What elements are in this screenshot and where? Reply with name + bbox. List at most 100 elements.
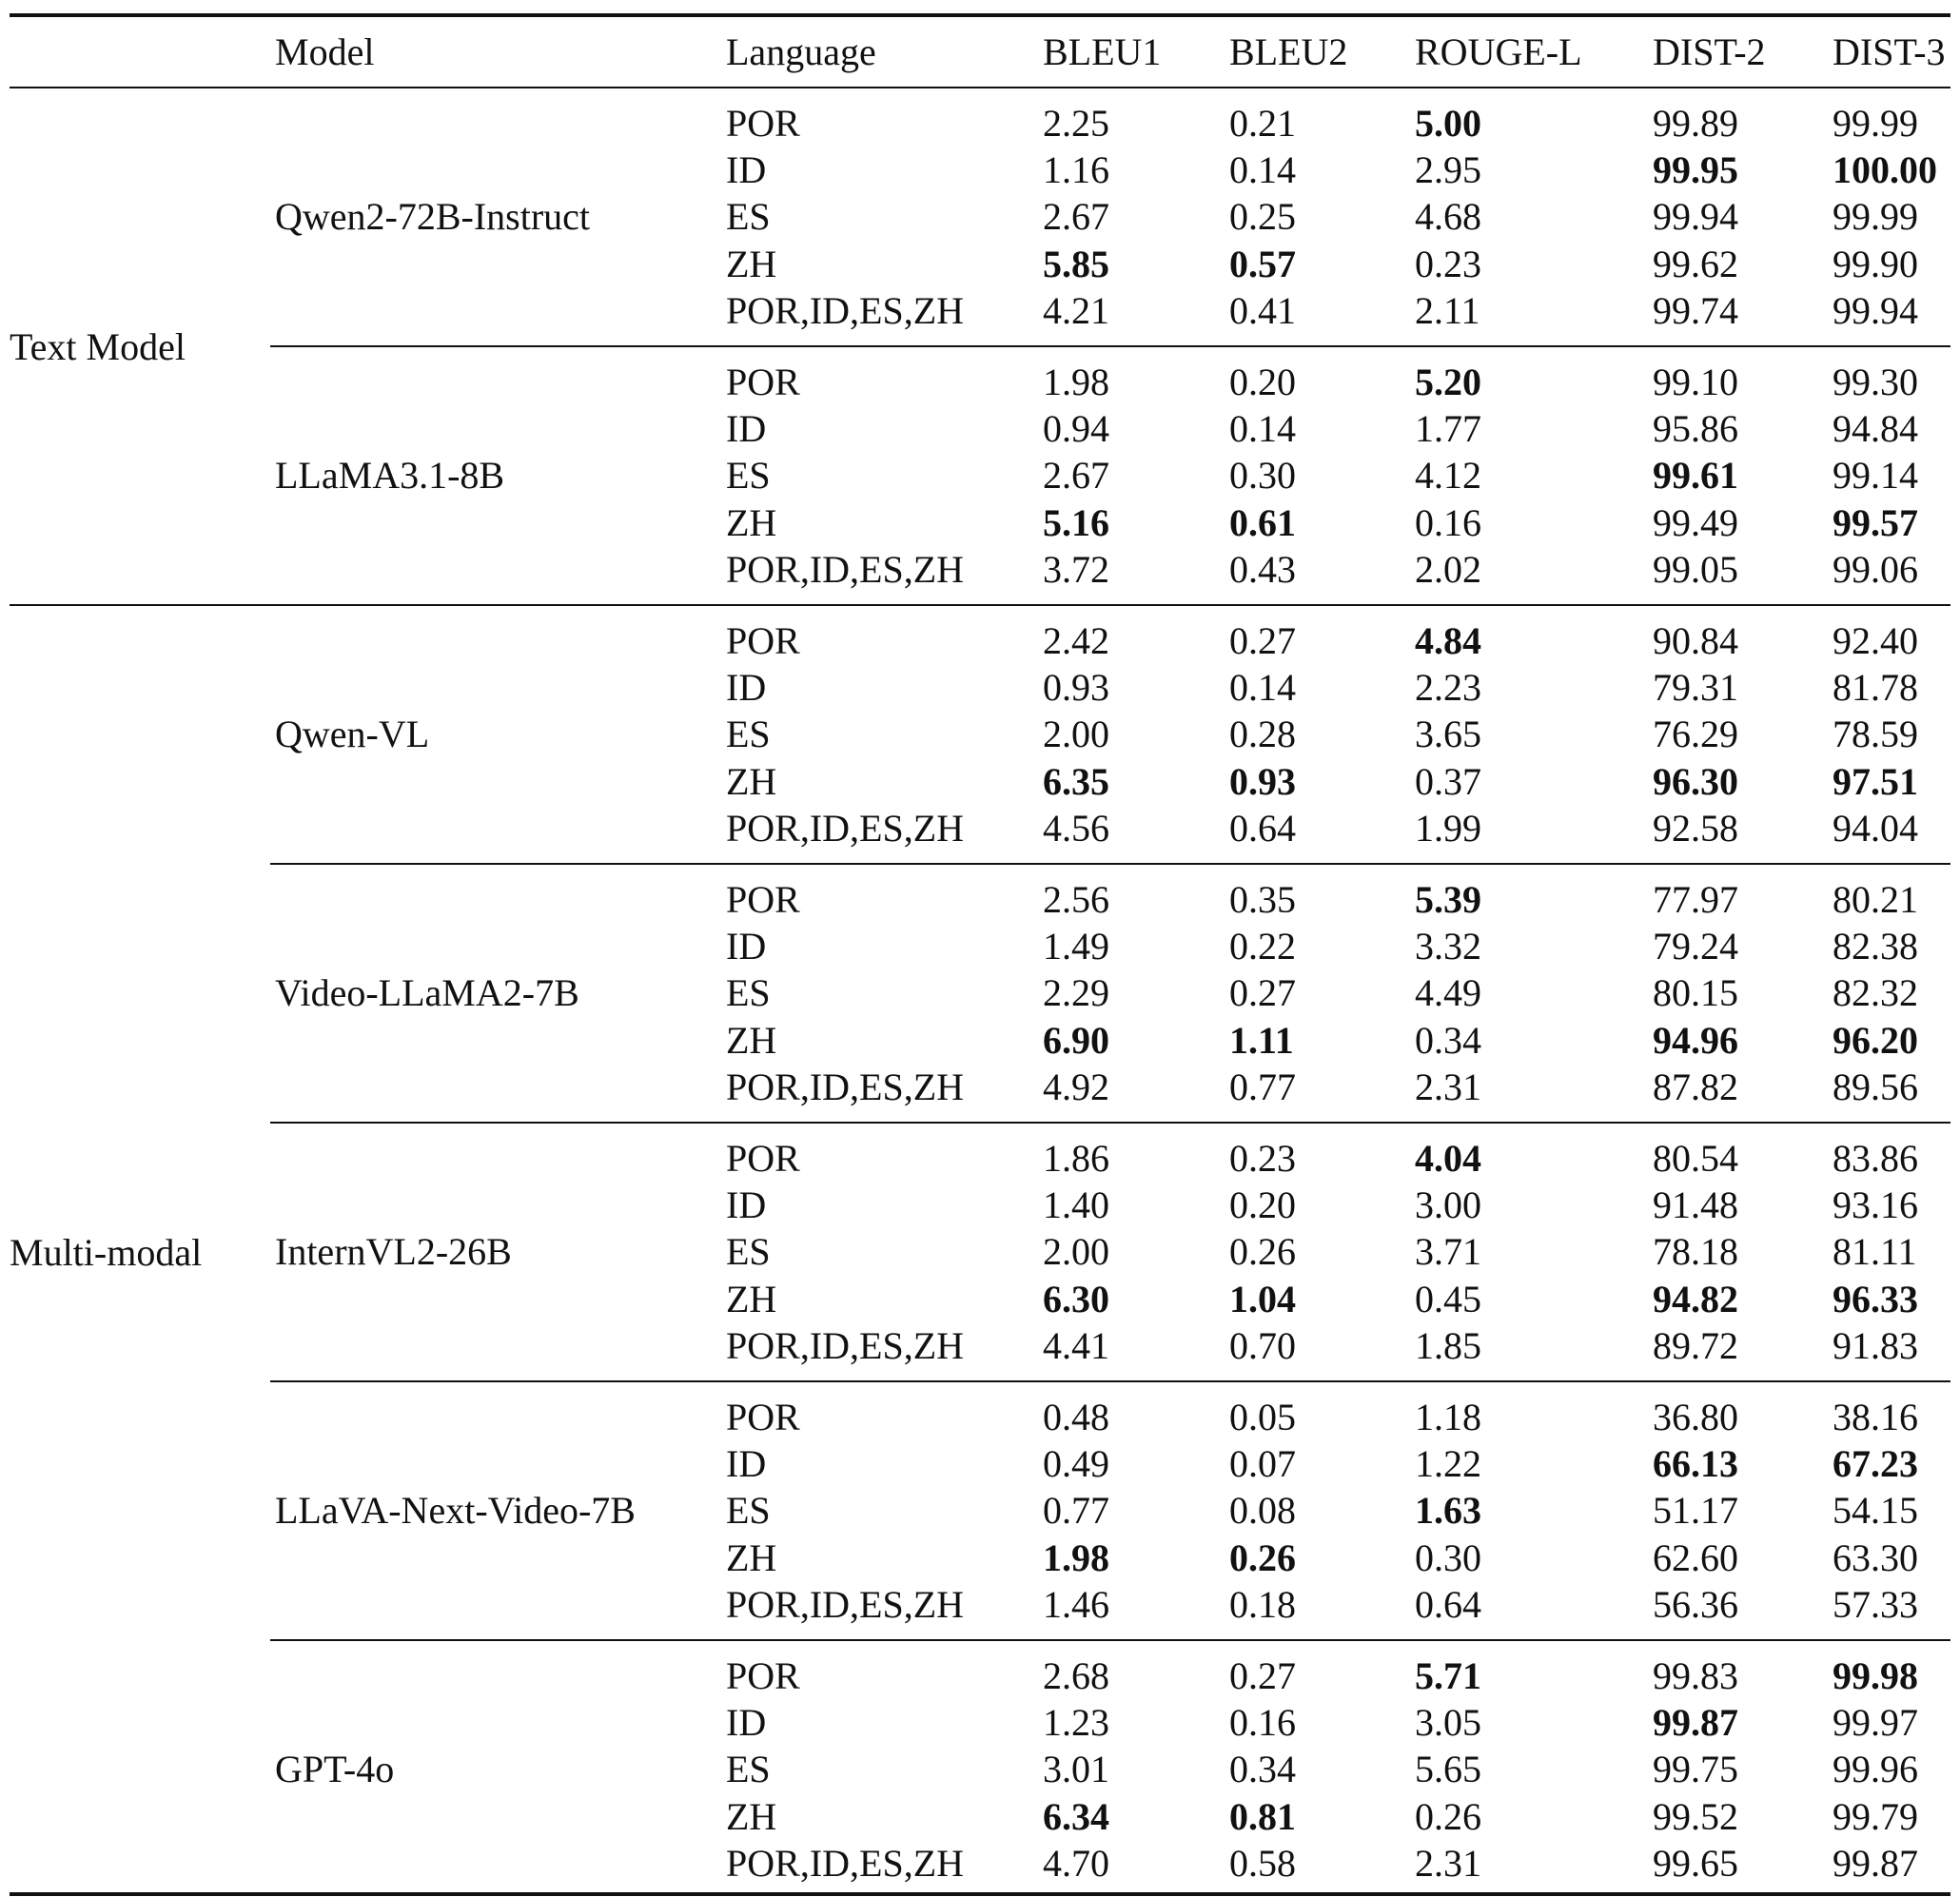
metric-cell: 54.15 [1833, 1489, 1918, 1533]
language-cell: POR,ID,ES,ZH [726, 1582, 965, 1626]
column-header: DIST-2 [1653, 30, 1766, 73]
metric-cell: 57.33 [1833, 1582, 1918, 1626]
column-header: BLEU2 [1229, 30, 1348, 73]
metric-cell: 0.27 [1229, 619, 1296, 662]
metric-cell: 36.80 [1653, 1396, 1738, 1438]
metric-cell: 2.02 [1415, 547, 1481, 591]
metric-cell: 96.33 [1833, 1277, 1918, 1320]
metric-cell: 0.14 [1229, 666, 1296, 710]
language-cell: ZH [726, 1535, 777, 1579]
metric-cell: 3.72 [1043, 547, 1109, 591]
language-cell: POR [726, 102, 800, 145]
metric-cell: 6.35 [1043, 759, 1109, 803]
metric-cell: 0.16 [1415, 500, 1481, 544]
metric-cell: 2.42 [1043, 619, 1109, 662]
metric-cell: 5.65 [1415, 1748, 1481, 1791]
metric-cell: 99.94 [1653, 195, 1738, 239]
metric-cell: 2.67 [1043, 195, 1109, 239]
metric-cell: 76.29 [1653, 713, 1738, 756]
header-rule [10, 87, 1950, 88]
language-cell: POR [726, 878, 800, 921]
metric-cell: 99.05 [1653, 547, 1738, 591]
metric-cell: 2.29 [1043, 971, 1109, 1015]
model-separator-rule [270, 1639, 1950, 1641]
metric-cell: 0.64 [1229, 806, 1296, 850]
language-cell: POR,ID,ES,ZH [726, 1323, 965, 1367]
language-cell: ID [726, 1701, 767, 1745]
metric-cell: 91.83 [1833, 1323, 1918, 1367]
model-name: LLaVA-Next-Video-7B [275, 1489, 636, 1533]
metric-cell: 4.84 [1415, 619, 1481, 662]
metric-cell: 6.30 [1043, 1277, 1109, 1320]
metric-cell: 4.04 [1415, 1137, 1481, 1180]
metric-cell: 0.05 [1229, 1396, 1296, 1438]
language-cell: POR [726, 1137, 800, 1180]
metric-cell: 5.85 [1043, 242, 1109, 285]
language-cell: ID [726, 666, 767, 710]
metric-cell: 0.14 [1229, 148, 1296, 192]
metric-cell: 99.61 [1653, 454, 1738, 498]
metric-cell: 99.97 [1833, 1701, 1918, 1745]
language-cell: POR,ID,ES,ZH [726, 1841, 965, 1885]
metric-cell: 0.20 [1229, 361, 1296, 403]
language-cell: ES [726, 1230, 771, 1274]
metric-cell: 0.23 [1229, 1137, 1296, 1180]
metric-cell: 99.30 [1833, 361, 1918, 403]
metric-cell: 1.16 [1043, 148, 1109, 192]
language-cell: ID [726, 925, 767, 968]
metric-cell: 1.99 [1415, 806, 1481, 850]
metric-cell: 80.15 [1653, 971, 1738, 1015]
metric-cell: 38.16 [1833, 1396, 1918, 1438]
metric-cell: 0.28 [1229, 713, 1296, 756]
metric-cell: 77.97 [1653, 878, 1738, 921]
language-cell: ID [726, 407, 767, 451]
metric-cell: 0.07 [1229, 1442, 1296, 1486]
metric-cell: 0.94 [1043, 407, 1109, 451]
metric-cell: 0.34 [1229, 1748, 1296, 1791]
metric-cell: 2.68 [1043, 1654, 1109, 1697]
metric-cell: 0.14 [1229, 407, 1296, 451]
model-name: LLaMA3.1-8B [275, 454, 505, 498]
model-name: Qwen-VL [275, 713, 430, 756]
metric-cell: 1.22 [1415, 1442, 1481, 1486]
language-cell: POR,ID,ES,ZH [726, 288, 965, 332]
language-cell: ZH [726, 759, 777, 803]
metric-cell: 2.67 [1043, 454, 1109, 498]
metric-cell: 100.00 [1833, 148, 1937, 192]
metric-cell: 62.60 [1653, 1535, 1738, 1579]
metric-cell: 0.18 [1229, 1582, 1296, 1626]
metric-cell: 99.96 [1833, 1748, 1918, 1791]
metric-cell: 0.58 [1229, 1841, 1296, 1885]
metric-cell: 5.00 [1415, 102, 1481, 145]
language-cell: POR [726, 1396, 800, 1438]
metric-cell: 0.35 [1229, 878, 1296, 921]
metric-cell: 81.78 [1833, 666, 1918, 710]
metric-cell: 94.04 [1833, 806, 1918, 850]
model-name: Video-LLaMA2-7B [275, 971, 579, 1015]
metric-cell: 82.32 [1833, 971, 1918, 1015]
metric-cell: 92.40 [1833, 619, 1918, 662]
language-cell: ID [726, 148, 767, 192]
language-cell: POR [726, 1654, 800, 1697]
metric-cell: 99.79 [1833, 1794, 1918, 1838]
metric-cell: 99.89 [1653, 102, 1738, 145]
language-cell: ZH [726, 1794, 777, 1838]
metric-cell: 2.11 [1415, 288, 1480, 332]
metric-cell: 83.86 [1833, 1137, 1918, 1180]
metric-cell: 0.16 [1229, 1701, 1296, 1745]
metric-cell: 5.71 [1415, 1654, 1481, 1697]
metric-cell: 99.06 [1833, 547, 1918, 591]
metric-cell: 0.49 [1043, 1442, 1109, 1486]
metric-cell: 4.70 [1043, 1841, 1109, 1885]
metric-cell: 82.38 [1833, 925, 1918, 968]
metric-cell: 0.27 [1229, 971, 1296, 1015]
metric-cell: 4.12 [1415, 454, 1481, 498]
metric-cell: 4.21 [1043, 288, 1109, 332]
language-cell: ZH [726, 1277, 777, 1320]
metric-cell: 89.56 [1833, 1065, 1918, 1108]
metric-cell: 0.21 [1229, 102, 1296, 145]
metric-cell: 99.52 [1653, 1794, 1738, 1838]
metric-cell: 51.17 [1653, 1489, 1738, 1533]
model-separator-rule [270, 1122, 1950, 1124]
column-header: ROUGE-L [1415, 30, 1582, 73]
